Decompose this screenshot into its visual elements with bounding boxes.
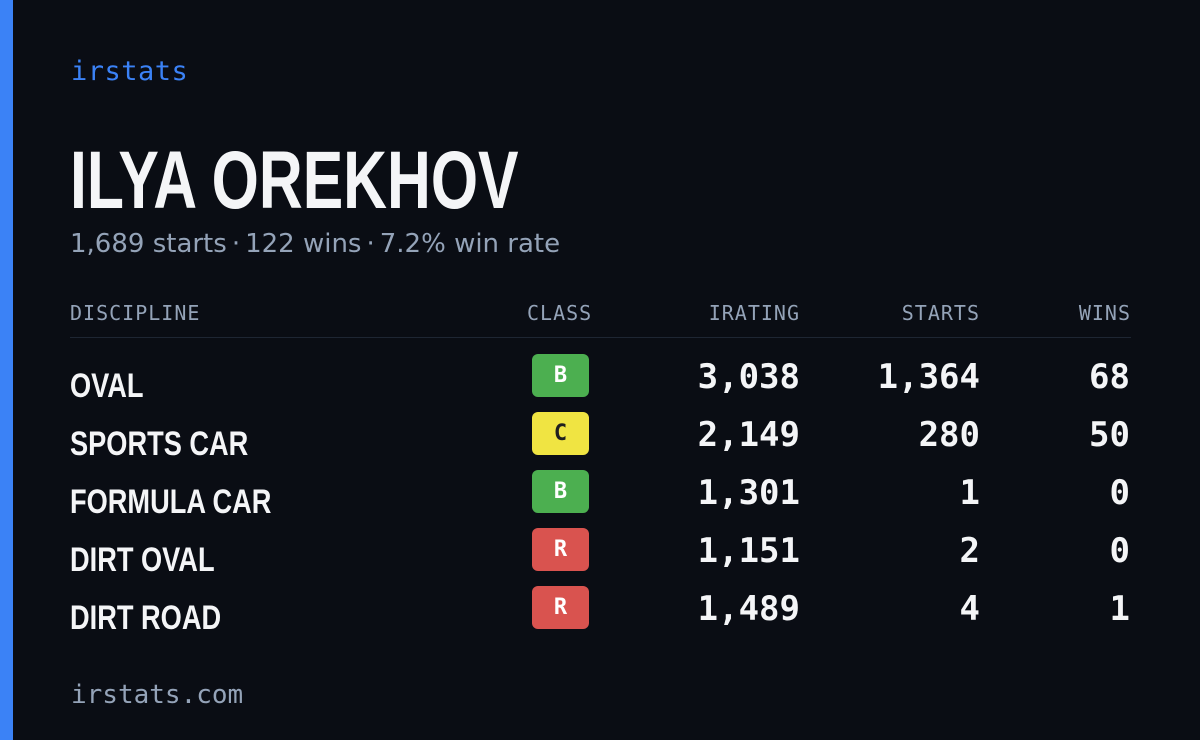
irating-value: 3,038 <box>697 357 800 397</box>
stats-table-body: OVAL B 3,038 1,364 68 SPORTS CAR C 2,149… <box>70 350 1131 640</box>
header-discipline: DISCIPLINE <box>70 301 201 325</box>
driver-name: ILYA OREKHOV <box>70 135 519 226</box>
starts-value: 1 <box>959 473 980 513</box>
table-row: FORMULA CAR B 1,301 1 0 <box>70 466 1131 524</box>
table-header: DISCIPLINE CLASS IRATING STARTS WINS <box>70 301 1131 338</box>
irating-value: 1,151 <box>697 531 800 571</box>
wins-value: 68 <box>1089 357 1130 397</box>
table-row: DIRT ROAD R 1,489 4 1 <box>70 582 1131 640</box>
wins-value: 0 <box>1109 531 1130 571</box>
class-badge: R <box>532 528 589 571</box>
discipline-name: FORMULA CAR <box>70 483 272 521</box>
wins-value: 1 <box>1109 589 1130 629</box>
class-badge: C <box>532 412 589 455</box>
accent-bar <box>0 0 13 740</box>
header-starts: STARTS <box>901 301 980 325</box>
brand-logo: irstats <box>71 56 189 87</box>
discipline-name: DIRT OVAL <box>70 541 215 579</box>
discipline-name: OVAL <box>70 367 144 405</box>
discipline-name: SPORTS CAR <box>70 425 249 463</box>
class-badge: B <box>532 354 589 397</box>
summary-separator: · <box>366 229 375 259</box>
starts-value: 4 <box>959 589 980 629</box>
table-row: OVAL B 3,038 1,364 68 <box>70 350 1131 408</box>
table-row: SPORTS CAR C 2,149 280 50 <box>70 408 1131 466</box>
header-wins: WINS <box>1078 301 1131 325</box>
wins-value: 50 <box>1089 415 1130 455</box>
irating-value: 1,489 <box>697 589 800 629</box>
summary-win-rate: 7.2% win rate <box>379 229 561 259</box>
footer-url: irstats.com <box>71 680 244 710</box>
header-irating: IRATING <box>708 301 800 325</box>
summary-separator: · <box>231 229 241 259</box>
starts-value: 1,364 <box>877 357 980 397</box>
irating-value: 2,149 <box>697 415 800 455</box>
discipline-name: DIRT ROAD <box>70 599 222 637</box>
header-class: CLASS <box>527 301 593 325</box>
starts-value: 280 <box>918 415 980 455</box>
irating-value: 1,301 <box>697 473 800 513</box>
summary-wins: 122 wins <box>245 229 362 259</box>
table-row: DIRT OVAL R 1,151 2 0 <box>70 524 1131 582</box>
class-badge: R <box>532 586 589 629</box>
starts-value: 2 <box>959 531 980 571</box>
wins-value: 0 <box>1109 473 1130 513</box>
driver-summary: 1,689 starts · 122 wins · 7.2% win rate <box>70 229 560 259</box>
class-badge: B <box>532 470 589 513</box>
summary-starts: 1,689 starts <box>70 229 227 259</box>
